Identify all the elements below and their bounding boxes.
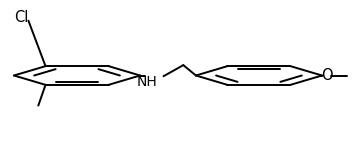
Text: NH: NH <box>137 75 158 89</box>
Text: Cl: Cl <box>14 10 28 25</box>
Text: O: O <box>321 68 333 83</box>
